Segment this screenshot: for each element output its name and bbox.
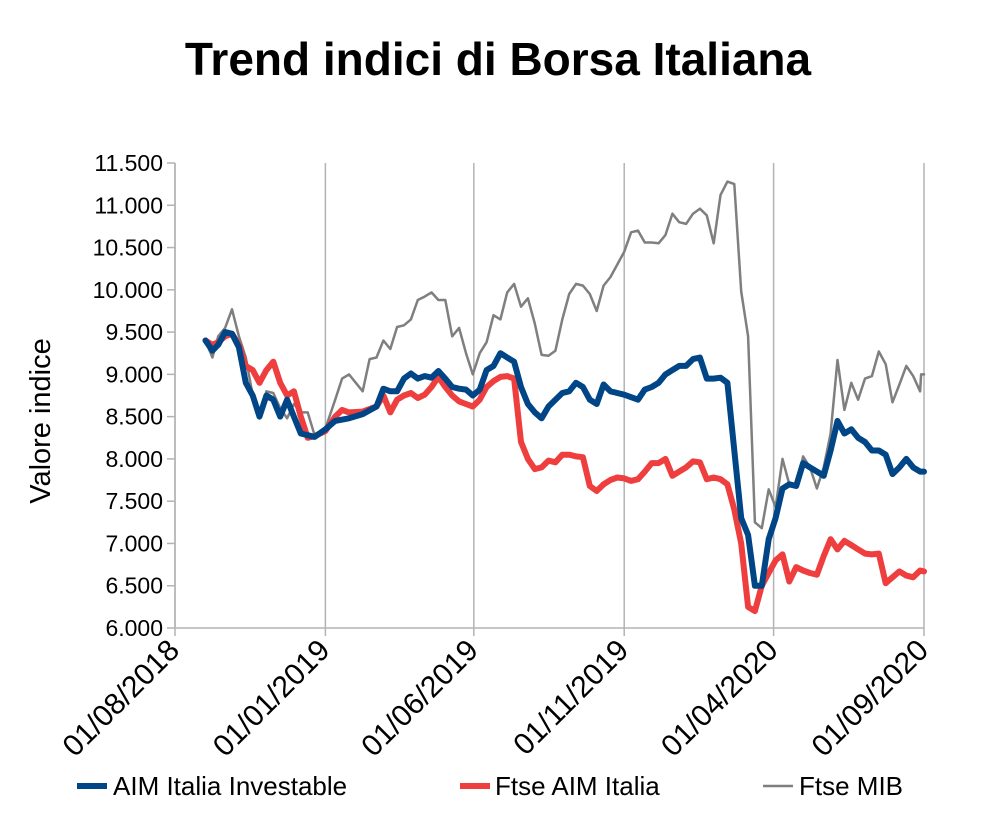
y-tick-label: 11.500 bbox=[94, 150, 163, 176]
y-tick-label: 6.500 bbox=[105, 573, 163, 599]
y-tick-label: 6.000 bbox=[105, 615, 163, 641]
legend-label: Ftse MIB bbox=[799, 771, 903, 801]
x-tick-label: 01/08/2018 bbox=[56, 634, 186, 764]
series-lines bbox=[202, 180, 927, 615]
x-tick-labels: 01/08/2018 01/01/2019 01/06/2019 01/11/2019… bbox=[56, 628, 935, 763]
y-axis-label: Valore indice bbox=[25, 338, 57, 504]
y-tick-label: 9.500 bbox=[105, 319, 163, 345]
x-tick-label: 01/04/2020 bbox=[655, 634, 785, 764]
series-line-2 bbox=[204, 180, 926, 530]
legend: AIM Italia Investable Ftse AIM Italia Ftse… bbox=[77, 771, 903, 801]
y-tick-label: 10.500 bbox=[93, 235, 163, 261]
y-tick-label: 7.000 bbox=[105, 530, 163, 556]
x-tick-label: 01/06/2019 bbox=[355, 634, 485, 764]
series-line-0 bbox=[202, 329, 927, 589]
y-tick-labels: 6.000 6.500 7.000 7.500 8.000 8.500 9.000 9.500… bbox=[93, 150, 175, 641]
y-tick-label: 10.000 bbox=[93, 277, 163, 303]
y-tick-label: 7.500 bbox=[105, 488, 163, 514]
y-tick-label: 8.000 bbox=[105, 446, 163, 472]
y-tick-label: 11.000 bbox=[94, 192, 163, 218]
axes bbox=[174, 163, 924, 629]
legend-label: AIM Italia Investable bbox=[113, 771, 347, 801]
y-tick-label: 9.000 bbox=[105, 361, 163, 387]
x-tick-label: 01/09/2020 bbox=[805, 634, 935, 764]
y-tick-label: 8.500 bbox=[105, 404, 163, 430]
x-tick-label: 01/11/2019 bbox=[507, 634, 635, 762]
chart-title: Trend indici di Borsa Italiana bbox=[185, 33, 812, 85]
x-tick-label: 01/01/2019 bbox=[207, 634, 337, 764]
legend-label: Ftse AIM Italia bbox=[495, 771, 660, 801]
